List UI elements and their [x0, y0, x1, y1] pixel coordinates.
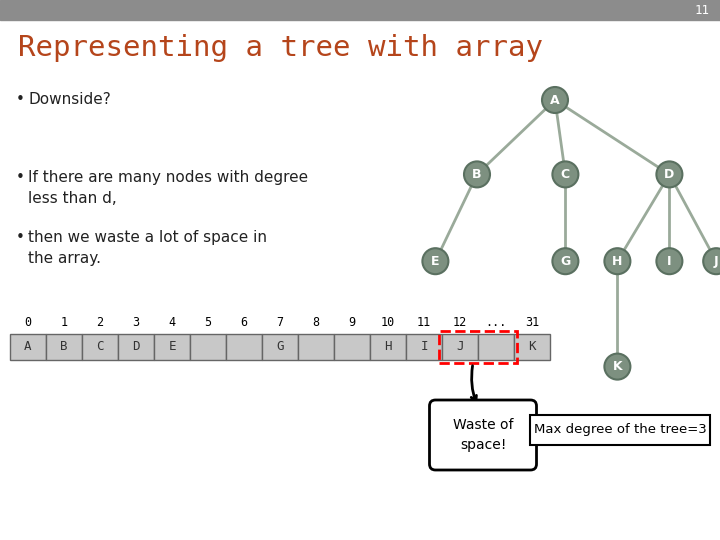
Text: 4: 4 — [168, 316, 176, 329]
Circle shape — [542, 87, 568, 113]
Circle shape — [552, 248, 578, 274]
Text: I: I — [420, 341, 428, 354]
Circle shape — [552, 161, 578, 187]
Circle shape — [464, 161, 490, 187]
Circle shape — [703, 248, 720, 274]
Text: Representing a tree with array: Representing a tree with array — [18, 34, 543, 62]
Text: 0: 0 — [24, 316, 32, 329]
Text: B: B — [472, 168, 482, 181]
Text: If there are many nodes with degree
less than d,: If there are many nodes with degree less… — [28, 170, 308, 206]
Text: •: • — [16, 230, 25, 245]
Text: 5: 5 — [204, 316, 212, 329]
Bar — [0, 0, 720, 20]
Bar — [439, 331, 517, 363]
Text: 12: 12 — [453, 316, 467, 329]
Text: K: K — [613, 360, 622, 373]
Text: K: K — [528, 341, 536, 354]
Circle shape — [604, 354, 631, 380]
Bar — [370, 334, 406, 360]
Bar — [226, 334, 262, 360]
Circle shape — [657, 161, 683, 187]
Text: C: C — [561, 168, 570, 181]
Text: 11: 11 — [695, 4, 710, 17]
Bar — [334, 334, 370, 360]
Text: 7: 7 — [276, 316, 284, 329]
Text: D: D — [132, 341, 140, 354]
Text: E: E — [168, 341, 176, 354]
Text: •: • — [16, 170, 25, 185]
Bar — [442, 334, 478, 360]
Text: 1: 1 — [60, 316, 68, 329]
Bar — [10, 334, 46, 360]
Circle shape — [423, 248, 449, 274]
Circle shape — [657, 248, 683, 274]
FancyBboxPatch shape — [430, 400, 536, 470]
Text: H: H — [384, 341, 392, 354]
Circle shape — [604, 248, 631, 274]
Text: J: J — [456, 341, 464, 354]
Text: H: H — [612, 255, 623, 268]
Bar — [46, 334, 82, 360]
Bar — [82, 334, 118, 360]
Text: E: E — [431, 255, 440, 268]
Text: Downside?: Downside? — [28, 92, 111, 107]
Text: C: C — [96, 341, 104, 354]
Text: 11: 11 — [417, 316, 431, 329]
Text: I: I — [667, 255, 672, 268]
Text: 8: 8 — [312, 316, 320, 329]
Text: 2: 2 — [96, 316, 104, 329]
Text: 3: 3 — [132, 316, 140, 329]
Text: 6: 6 — [240, 316, 248, 329]
Bar — [298, 334, 334, 360]
Text: 10: 10 — [381, 316, 395, 329]
Bar — [262, 334, 298, 360]
Text: then we waste a lot of space in
the array.: then we waste a lot of space in the arra… — [28, 230, 267, 266]
Text: G: G — [276, 341, 284, 354]
Text: B: B — [60, 341, 68, 354]
Text: Max degree of the tree=3: Max degree of the tree=3 — [534, 423, 706, 436]
Bar — [530, 415, 710, 445]
Bar — [118, 334, 154, 360]
Bar — [154, 334, 190, 360]
Text: G: G — [560, 255, 570, 268]
Text: J: J — [714, 255, 719, 268]
Bar — [406, 334, 442, 360]
Text: A: A — [24, 341, 32, 354]
Text: •: • — [16, 92, 25, 107]
Bar — [478, 334, 514, 360]
Bar — [514, 334, 550, 360]
Text: D: D — [665, 168, 675, 181]
Bar — [190, 334, 226, 360]
Text: 9: 9 — [348, 316, 356, 329]
Text: Waste of
space!: Waste of space! — [453, 418, 513, 453]
Text: 31: 31 — [525, 316, 539, 329]
Text: ...: ... — [485, 316, 507, 329]
Text: A: A — [550, 93, 560, 106]
